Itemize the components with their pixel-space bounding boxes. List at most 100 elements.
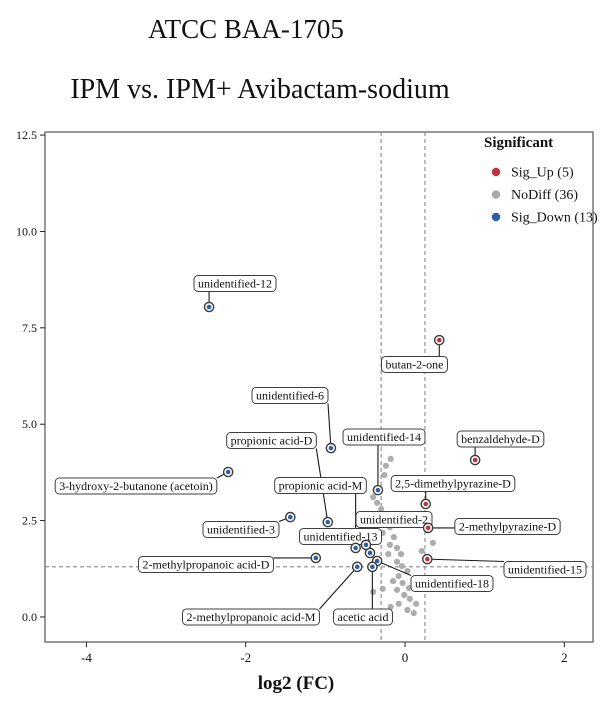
- nodiff-point: [370, 588, 377, 595]
- nodiff-point: [395, 572, 402, 580]
- nodiff-point: [406, 595, 413, 602]
- y-tick-label: 2.5: [22, 514, 37, 528]
- point-label: unidentified-12: [193, 275, 277, 292]
- sig-down-point: [374, 558, 380, 564]
- point-label-text: unidentified-13: [304, 530, 378, 544]
- point-label-box: [390, 475, 516, 492]
- point-label-text: propionic acid-D: [231, 434, 313, 448]
- sig-up-point: [425, 556, 430, 562]
- sig-down-point: [328, 445, 334, 451]
- sig-down-point: [354, 564, 360, 570]
- x-axis-label: log2 (FC): [258, 673, 335, 694]
- sig-down-point: [367, 550, 373, 556]
- label-connector: [327, 403, 332, 449]
- point-label: unidentified-13: [299, 528, 382, 545]
- point-label-box: [503, 561, 587, 578]
- nodiff-point: [393, 558, 401, 565]
- point-label-box: [381, 356, 448, 373]
- sig-down-point: [325, 519, 331, 525]
- nodiff-point: [387, 455, 394, 462]
- legend-label-sig-down: Sig_Down (13): [511, 211, 598, 226]
- nodiff-point: [429, 539, 437, 547]
- point-label-box: [193, 275, 277, 292]
- point-label: unidentified-18: [410, 575, 494, 592]
- label-connector: [319, 566, 358, 610]
- nodiff-point: [418, 547, 425, 555]
- sig-down-point: [363, 542, 369, 548]
- point-label: propionic acid-D: [226, 432, 317, 449]
- point-label: 2-methylpropanoic acid-M: [182, 608, 320, 626]
- nodiff-point: [381, 471, 388, 479]
- point-label-box: [333, 608, 393, 626]
- legend-title: Significant: [484, 135, 553, 151]
- nodiff-point: [404, 567, 411, 575]
- significant-points: [203, 301, 481, 573]
- point-label-text: unidentified-3: [207, 523, 275, 537]
- point-label: 2,5-dimethylpyrazine-D: [390, 475, 516, 492]
- x-tick-label: -2: [240, 650, 251, 665]
- figure-subtitle: IPM vs. IPM+ Avibactam-sodium: [70, 74, 450, 105]
- label-connector: [376, 560, 412, 577]
- sig-down-point: [225, 469, 231, 475]
- nodiff-point: [399, 579, 406, 587]
- y-tick-label: 10.0: [16, 224, 37, 238]
- legend-label-sig-up: Sig_Up (5): [511, 166, 574, 181]
- legend-dot-nodiff: [491, 190, 501, 199]
- point-label-box: [182, 608, 320, 626]
- nodiff-point: [370, 493, 377, 501]
- sig-up-point: [472, 457, 478, 463]
- point-label-box: [410, 575, 494, 592]
- sig-down-point: [353, 545, 358, 551]
- point-label-text: 2,5-dimethylpyrazine-D: [395, 477, 511, 491]
- nodiff-point: [378, 505, 385, 513]
- point-label-text: unidentified-12: [198, 277, 272, 291]
- nodiff-point: [374, 499, 381, 506]
- label-connector: [427, 558, 505, 563]
- figure-title: ATCC BAA-1705: [148, 14, 344, 44]
- point-label: unidentified-6: [251, 387, 329, 404]
- point-label: unidentified-2: [355, 511, 433, 528]
- point-label: unidentified-3: [202, 521, 280, 538]
- plot-border: [44, 131, 594, 643]
- legend-dot-sig-down: [491, 212, 501, 222]
- point-label-boxes: unidentified-12 butan-2-one unidentified-6…: [54, 275, 587, 626]
- point-label-text: 2-methylpropanoic acid-M: [187, 610, 316, 624]
- point-label-text: acetic acid: [338, 610, 389, 624]
- y-tick-label: 12.5: [16, 128, 37, 142]
- point-label: 2-methylpyrazine-D: [454, 518, 561, 535]
- point-label-box: [456, 430, 545, 448]
- point-label-box: [342, 428, 426, 446]
- point-label-box: [355, 511, 433, 528]
- point-label-text: benzaldehyde-D: [461, 432, 540, 446]
- point-label-text: 3-hydroxy-2-butanone (acetoin): [59, 479, 213, 493]
- point-label-text: unidentified-6: [256, 389, 324, 403]
- point-label: 2-methylpropanoic acid-D: [138, 556, 274, 573]
- point-label-text: propionic acid-M: [279, 479, 363, 493]
- legend: Significant Sig_Up (5) NoDiff (36) Sig_D…: [484, 135, 598, 226]
- sig-down-point: [313, 555, 319, 561]
- point-label-box: [202, 521, 280, 538]
- threshold-lines: [45, 132, 593, 642]
- y-tick-label: 5.0: [22, 417, 37, 431]
- nodiff-point: [393, 586, 401, 594]
- point-label: acetic acid: [333, 608, 393, 626]
- y-tick-label: 7.5: [22, 321, 37, 335]
- nodiff-point: [398, 562, 405, 570]
- point-label-box: [226, 432, 317, 449]
- point-label-text: unidentified-14: [347, 430, 421, 444]
- legend-dot-sig-up: [491, 167, 501, 177]
- point-label-text: butan-2-one: [386, 358, 444, 372]
- nodiff-point: [390, 534, 397, 541]
- nodiff-point: [385, 551, 392, 558]
- point-label-text: unidentified-2: [360, 513, 428, 527]
- point-label-text: unidentified-15: [508, 563, 582, 577]
- point-label-text: 2-methylpyrazine-D: [459, 520, 557, 534]
- sig-up-point: [425, 525, 431, 531]
- nodiff-point: [401, 591, 408, 599]
- nodiff-point: [395, 600, 402, 607]
- nodiff-point: [386, 541, 393, 548]
- nodiff-point: [410, 609, 417, 617]
- point-label-box: [54, 477, 218, 495]
